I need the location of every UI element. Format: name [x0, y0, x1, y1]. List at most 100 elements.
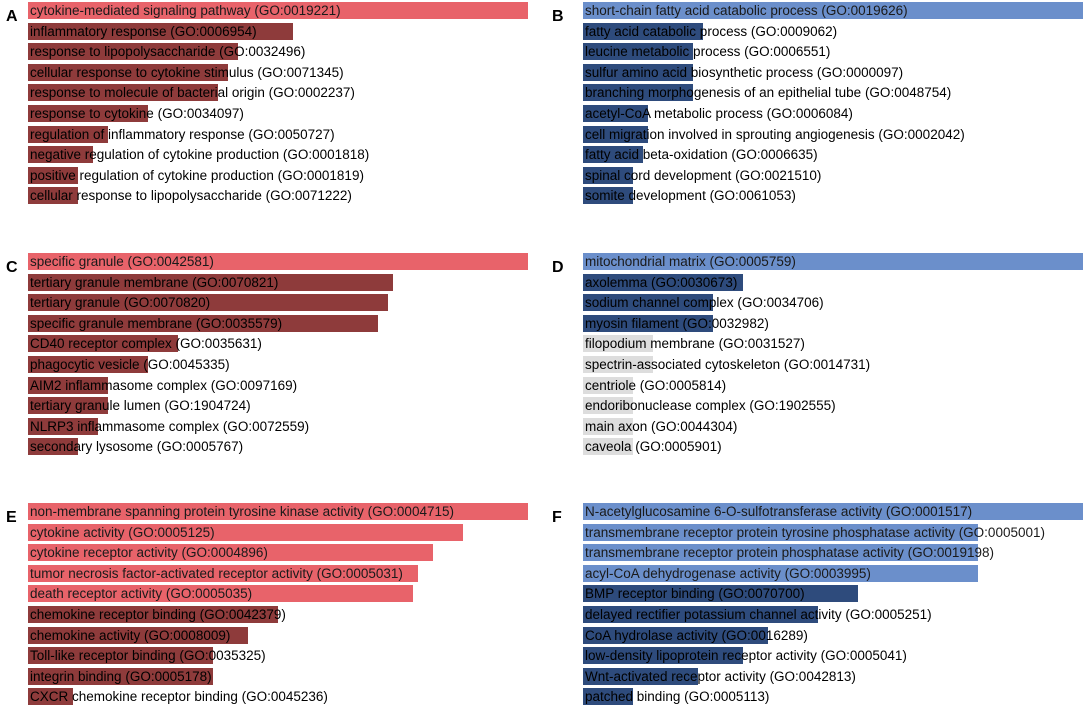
bar-label-F-2: transmembrane receptor protein tyrosine … [585, 524, 1045, 540]
bar-label-D-1: mitochondrial matrix (GO:0005759) [585, 254, 796, 269]
bar-E-6 [28, 606, 278, 623]
panel-letter-C: C [6, 259, 18, 276]
bar-F-1 [583, 503, 1083, 520]
bar-row-A-3: response to lipopolysaccharide (GO:00324… [28, 43, 528, 61]
bar-label-C-6: phagocytic vesicle (GO:0045335) [30, 357, 230, 372]
bar-row-A-10: cellular response to lipopolysaccharide … [28, 187, 528, 205]
bar-row-C-3: tertiary granule (GO:0070820) [28, 294, 528, 312]
panel-letter-D: D [552, 259, 564, 276]
bar-label-E-5: death receptor activity (GO:0005035) [30, 586, 253, 602]
bar-label-F-6: delayed rectifier potassium channel acti… [585, 607, 932, 622]
bar-B-7 [583, 125, 648, 143]
bar-C-10 [28, 438, 78, 456]
bar-C-7 [28, 376, 108, 394]
bar-E-4 [28, 564, 418, 582]
bar-row-A-9: positive regulation of cytokine producti… [28, 166, 528, 184]
bar-D-5 [583, 335, 653, 353]
bar-D-1 [583, 253, 1083, 270]
bar-label-F-8: low-density lipoprotein receptor activit… [585, 648, 907, 664]
bar-label-D-8: endoribonuclease complex (GO:1902555) [585, 398, 836, 414]
bar-B-1 [583, 2, 1083, 19]
bar-B-4 [583, 63, 693, 81]
bar-row-F-7: CoA hydrolase activity (GO:0016289) [583, 626, 1083, 644]
bar-E-10 [28, 688, 73, 706]
bar-F-9 [583, 667, 698, 685]
bar-row-E-6: chemokine receptor binding (GO:0042379) [28, 606, 528, 623]
bar-label-D-5: filopodium membrane (GO:0031527) [585, 336, 805, 352]
bar-row-C-7: AIM2 inflammasome complex (GO:0097169) [28, 376, 528, 394]
bar-row-E-5: death receptor activity (GO:0005035) [28, 585, 528, 603]
panel-letter-B: B [552, 8, 564, 25]
bar-label-B-1: short-chain fatty acid catabolic process… [585, 3, 908, 18]
bar-row-F-1: N-acetylglucosamine 6-O-sulfotransferase… [583, 503, 1083, 520]
bar-label-E-9: integrin binding (GO:0005178) [30, 668, 212, 684]
bar-B-9 [583, 166, 633, 184]
bar-row-B-9: spinal cord development (GO:0021510) [583, 166, 1083, 184]
bar-C-6 [28, 356, 148, 373]
bar-B-5 [583, 84, 693, 102]
bar-row-D-3: sodium channel complex (GO:0034706) [583, 294, 1083, 312]
bar-row-A-6: response to cytokine (GO:0034097) [28, 105, 528, 122]
bar-E-3 [28, 544, 433, 562]
bar-label-E-7: chemokine activity (GO:0008009) [30, 627, 231, 643]
bar-label-A-1: cytokine-mediated signaling pathway (GO:… [30, 3, 341, 18]
bar-row-A-1: cytokine-mediated signaling pathway (GO:… [28, 2, 528, 19]
bar-B-3 [583, 43, 693, 61]
bar-label-C-2: tertiary granule membrane (GO:0070821) [30, 274, 279, 290]
bar-label-A-6: response to cytokine (GO:0034097) [30, 106, 244, 121]
bar-row-E-8: Toll-like receptor binding (GO:0035325) [28, 647, 528, 665]
bar-F-4 [583, 564, 978, 582]
bar-label-A-4: cellular response to cytokine stimulus (… [30, 64, 344, 80]
bar-label-C-3: tertiary granule (GO:0070820) [30, 295, 211, 311]
bar-row-C-8: tertiary granule lumen (GO:1904724) [28, 397, 528, 415]
bar-A-1 [28, 2, 528, 19]
bar-A-8 [28, 146, 93, 164]
bar-label-D-6: spectrin-associated cytoskeleton (GO:001… [585, 357, 871, 372]
bar-label-C-8: tertiary granule lumen (GO:1904724) [30, 398, 251, 414]
bar-label-D-9: main axon (GO:0044304) [585, 418, 738, 434]
bar-label-B-2: fatty acid catabolic process (GO:0009062… [585, 23, 838, 39]
bar-A-4 [28, 63, 228, 81]
bar-label-C-5: CD40 receptor complex (GO:0035631) [30, 336, 262, 352]
bar-label-C-4: specific granule membrane (GO:0035579) [30, 315, 283, 331]
bar-label-B-4: sulfur amino acid biosynthetic process (… [585, 64, 904, 80]
bar-label-F-5: BMP receptor binding (GO:0070700) [585, 586, 805, 602]
bar-A-9 [28, 166, 78, 184]
bar-row-E-1: non-membrane spanning protein tyrosine k… [28, 503, 528, 520]
bar-E-1 [28, 503, 528, 520]
bar-A-3 [28, 43, 238, 61]
bar-label-C-10: secondary lysosome (GO:0005767) [30, 439, 244, 455]
bar-row-F-2: transmembrane receptor protein tyrosine … [583, 523, 1083, 541]
bar-E-9 [28, 667, 213, 685]
bar-label-A-10: cellular response to lipopolysaccharide … [30, 188, 352, 204]
bar-C-3 [28, 294, 388, 312]
bar-label-A-7: regulation of inflammatory response (GO:… [30, 126, 335, 142]
bar-row-D-10: caveola (GO:0005901) [583, 438, 1083, 456]
bar-E-7 [28, 626, 248, 644]
bar-row-B-10: somite development (GO:0061053) [583, 187, 1083, 205]
bar-B-8 [583, 146, 643, 164]
bar-label-F-4: acyl-CoA dehydrogenase activity (GO:0003… [585, 565, 871, 581]
bar-row-A-8: negative regulation of cytokine producti… [28, 146, 528, 164]
bar-row-E-9: integrin binding (GO:0005178) [28, 667, 528, 685]
bar-row-E-10: CXCR chemokine receptor binding (GO:0045… [28, 688, 528, 706]
bar-row-A-5: response to molecule of bacterial origin… [28, 84, 528, 102]
bar-F-8 [583, 647, 743, 665]
bar-row-D-4: myosin filament (GO:0032982) [583, 314, 1083, 332]
bar-label-E-8: Toll-like receptor binding (GO:0035325) [30, 648, 266, 664]
bar-A-7 [28, 125, 108, 143]
bar-label-D-2: axolemma (GO:0030673) [585, 274, 738, 290]
bar-F-5 [583, 585, 858, 603]
bar-row-D-5: filopodium membrane (GO:0031527) [583, 335, 1083, 353]
bar-label-E-4: tumor necrosis factor-activated receptor… [30, 565, 403, 581]
bar-B-2 [583, 22, 703, 40]
bar-B-6 [583, 105, 648, 122]
bar-row-D-2: axolemma (GO:0030673) [583, 273, 1083, 291]
bar-row-E-4: tumor necrosis factor-activated receptor… [28, 564, 528, 582]
panel-letter-E: E [6, 509, 17, 526]
bar-label-A-8: negative regulation of cytokine producti… [30, 147, 370, 163]
bar-label-B-6: acetyl-CoA metabolic process (GO:0006084… [585, 106, 853, 121]
bar-label-B-10: somite development (GO:0061053) [585, 188, 796, 204]
bar-label-E-6: chemokine receptor binding (GO:0042379) [30, 607, 286, 622]
